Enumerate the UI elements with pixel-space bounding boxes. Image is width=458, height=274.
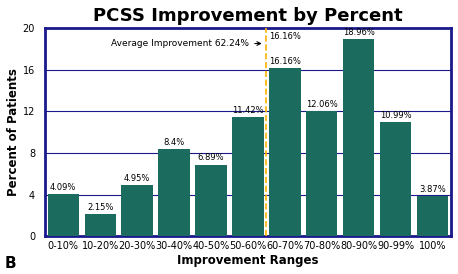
Text: 4.09%: 4.09% xyxy=(50,183,76,192)
Bar xyxy=(306,111,338,236)
Title: PCSS Improvement by Percent: PCSS Improvement by Percent xyxy=(93,7,403,25)
Bar xyxy=(48,194,79,236)
Text: 12.06%: 12.06% xyxy=(306,99,338,109)
Bar xyxy=(417,196,448,236)
Y-axis label: Percent of Patients: Percent of Patients xyxy=(7,68,20,196)
X-axis label: Improvement Ranges: Improvement Ranges xyxy=(177,254,319,267)
Text: 10.99%: 10.99% xyxy=(380,111,411,120)
Text: B: B xyxy=(5,256,16,271)
Text: 4.95%: 4.95% xyxy=(124,174,150,183)
Bar xyxy=(158,149,190,236)
Text: 2.15%: 2.15% xyxy=(87,203,114,212)
Bar xyxy=(121,185,153,236)
Text: Average Improvement 62.24%: Average Improvement 62.24% xyxy=(111,39,261,48)
Bar xyxy=(380,122,411,236)
Text: 16.16%: 16.16% xyxy=(269,57,301,66)
Bar xyxy=(85,214,116,236)
Text: 16.16%: 16.16% xyxy=(269,32,301,41)
Text: 6.89%: 6.89% xyxy=(198,153,224,162)
Bar xyxy=(232,117,264,236)
Bar xyxy=(269,68,300,236)
Text: 3.87%: 3.87% xyxy=(419,185,446,194)
Bar xyxy=(195,165,227,236)
Text: 18.96%: 18.96% xyxy=(343,28,375,37)
Bar xyxy=(343,39,375,236)
Text: 8.4%: 8.4% xyxy=(164,138,185,147)
Text: 11.42%: 11.42% xyxy=(232,106,264,115)
